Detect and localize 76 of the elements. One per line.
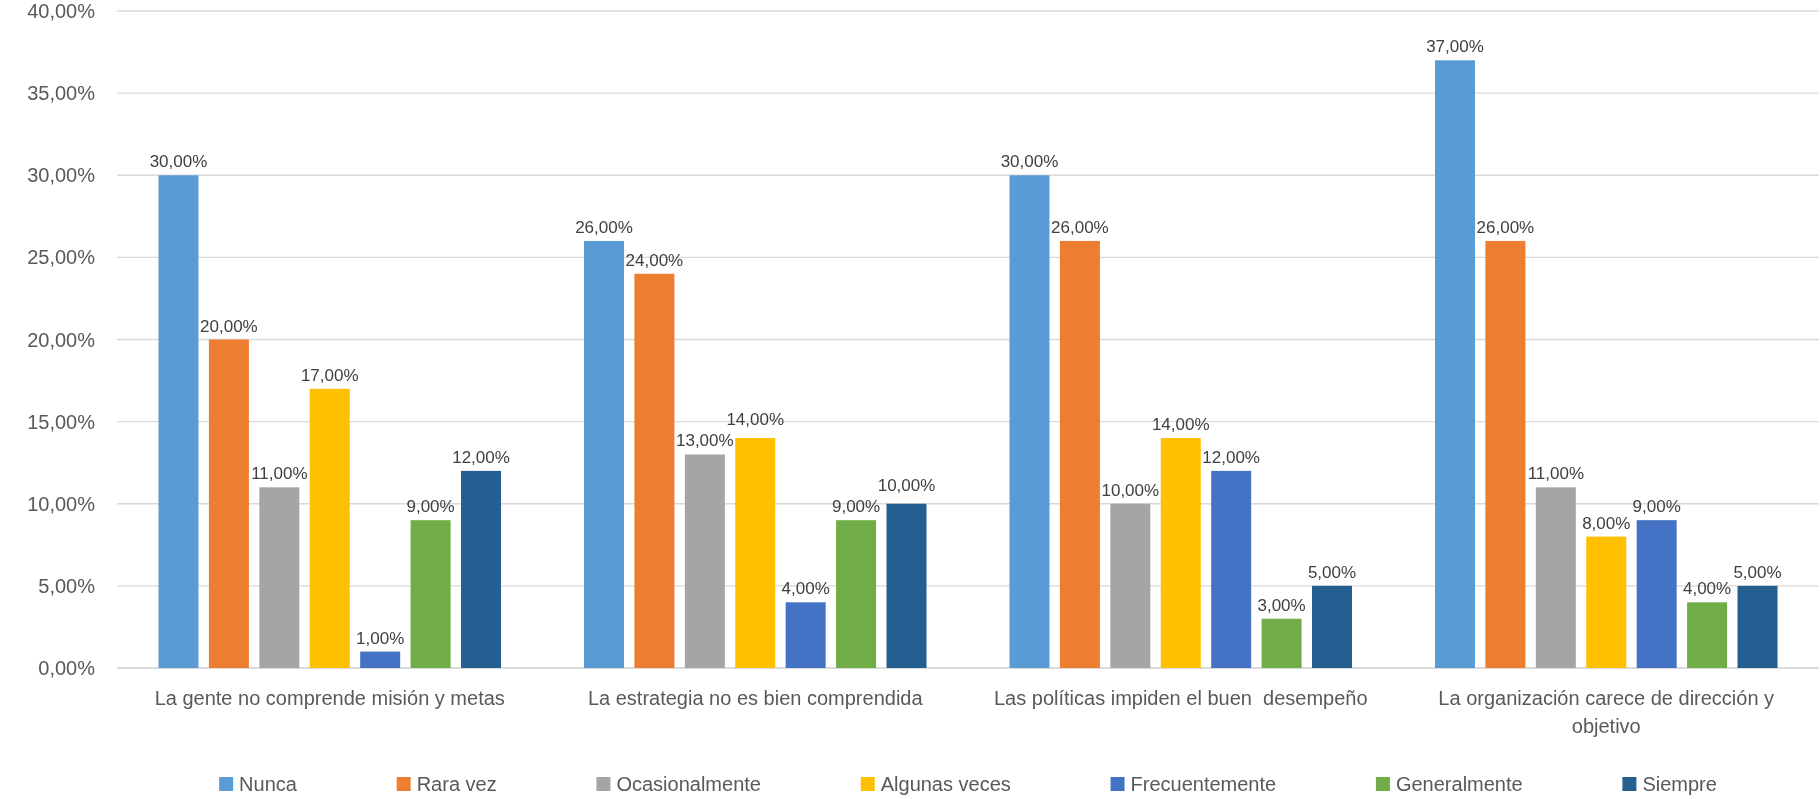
data-label: 5,00%: [1307, 562, 1357, 582]
data-label: 9,00%: [406, 497, 455, 517]
legend-label: Frecuentemente: [1130, 773, 1277, 795]
data-label: 1,00%: [356, 628, 405, 648]
legend-label: Nunca: [239, 773, 298, 795]
bar: [1586, 536, 1627, 668]
data-label: 20,00%: [200, 316, 258, 336]
data-label: 26,00%: [575, 217, 633, 237]
bar: [1211, 470, 1252, 668]
data-label: 12,00%: [1202, 447, 1261, 467]
data-label: 26,00%: [1051, 217, 1109, 237]
bar: [836, 520, 877, 668]
bar: [259, 487, 300, 668]
bar: [785, 602, 826, 668]
y-tick-label: 30,00%: [27, 164, 96, 187]
y-tick-label: 0,00%: [38, 657, 96, 679]
bar: [1059, 240, 1100, 668]
data-label: 11,00%: [251, 464, 308, 484]
data-label: 4,00%: [1682, 579, 1732, 599]
bar: [208, 339, 249, 668]
legend-label: Ocasionalmente: [616, 773, 761, 795]
data-label: 5,00%: [1733, 562, 1782, 582]
bar: [461, 470, 502, 668]
bar: [1485, 240, 1526, 668]
data-label: 4,00%: [781, 579, 830, 599]
data-label: 30,00%: [149, 152, 208, 172]
data-label: 10,00%: [1101, 480, 1160, 500]
data-label: 9,00%: [831, 497, 881, 517]
y-tick-label: 25,00%: [27, 246, 96, 269]
bar: [583, 240, 624, 668]
x-tick-label: La gente no comprende misión y metas: [154, 687, 505, 709]
bar: [886, 503, 927, 668]
bar: [634, 273, 675, 668]
data-label: 30,00%: [1000, 152, 1059, 172]
bar: [410, 520, 451, 668]
data-label: 10,00%: [877, 476, 936, 496]
y-tick-label: 20,00%: [27, 328, 96, 351]
bar: [158, 175, 199, 668]
bar: [1687, 602, 1728, 668]
bar: [1535, 487, 1576, 668]
bar: [1261, 618, 1302, 668]
legend-label: Algunas veces: [880, 773, 1011, 795]
bar: [1009, 175, 1050, 668]
legend-label: Rara vez: [416, 773, 497, 795]
bar: [1737, 585, 1778, 668]
data-label: 37,00%: [1426, 37, 1484, 57]
data-label: 13,00%: [675, 431, 734, 451]
legend-label: Siempre: [1642, 773, 1717, 795]
x-tick-label: La organización carece de dirección y objetivo: [1438, 687, 1775, 737]
y-tick-label: 10,00%: [27, 492, 96, 515]
bar: [309, 388, 350, 668]
x-tick-label: Las políticas impiden el buen desempeño: [993, 687, 1368, 709]
data-label: 9,00%: [1632, 497, 1681, 517]
x-tick-label: La estrategia no es bien comprendida: [587, 687, 924, 709]
y-tick-label: 15,00%: [27, 410, 96, 433]
y-tick-label: 40,00%: [27, 0, 96, 22]
y-tick-label: 35,00%: [27, 82, 96, 105]
bar: [1110, 503, 1151, 668]
data-label: 11,00%: [1527, 464, 1585, 484]
data-label: 14,00%: [1151, 415, 1210, 435]
data-label: 14,00%: [726, 410, 785, 430]
data-label: 3,00%: [1257, 595, 1306, 615]
data-label: 8,00%: [1582, 513, 1631, 533]
data-label: 12,00%: [452, 447, 510, 467]
bar: [360, 651, 401, 668]
bar: [1636, 520, 1677, 668]
bar: [1434, 60, 1475, 668]
data-label: 17,00%: [300, 365, 359, 385]
y-tick-label: 5,00%: [38, 574, 96, 597]
data-label: 26,00%: [1476, 217, 1535, 237]
bar: [684, 454, 725, 668]
bar: [1160, 438, 1201, 668]
bar: [1312, 585, 1353, 668]
bar: [735, 438, 776, 668]
data-label: 24,00%: [625, 250, 684, 270]
legend-label: Generalmente: [1395, 773, 1523, 795]
